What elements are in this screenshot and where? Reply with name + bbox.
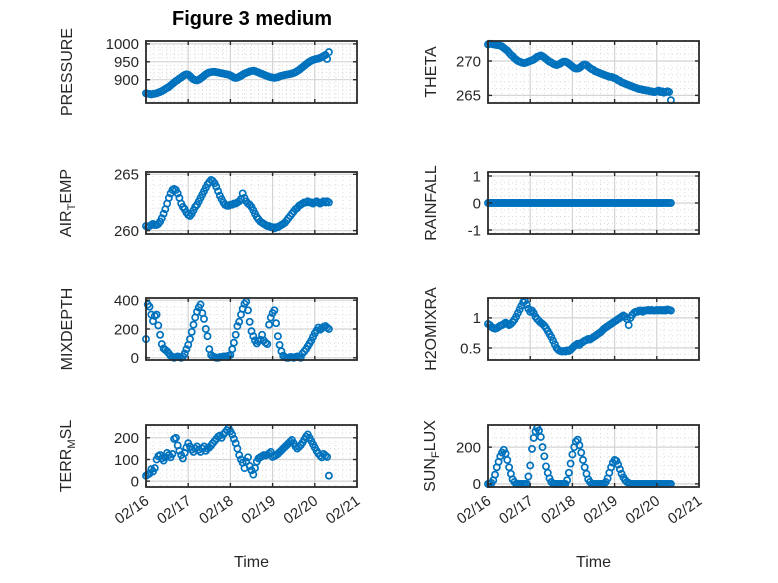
ylabel-theta: THETA: [423, 46, 440, 98]
y-tick-label: 270: [456, 53, 481, 70]
y-tick-label: 260: [114, 223, 139, 240]
axis-ticks: [145, 172, 358, 234]
x-tick-label: 02/21: [323, 492, 364, 527]
scatter-rainfall: [484, 199, 675, 207]
y-tick-label: -1: [468, 222, 481, 239]
subplot-mixdepth: 0 200 400: [114, 292, 358, 367]
axis-ticks: [487, 425, 700, 487]
x-tick-label: 02/17: [154, 492, 195, 527]
y-tick-label: 200: [456, 439, 481, 456]
y-tick-label: 200: [114, 430, 139, 447]
axis-ticks: [487, 41, 700, 103]
subplot-terr-msl: 0 100 200 02/16 02/17 02/18 02/19 02/20 02/21: [112, 424, 364, 528]
xlabel-time-left: Time: [234, 554, 269, 571]
scatter-terr-msl: [142, 424, 333, 480]
y-tick-label: 100: [114, 452, 139, 469]
ylabel-rainfall: RAINFALL: [423, 165, 440, 241]
x-tick-label: 02/20: [281, 492, 322, 527]
y-tick-label: 0: [131, 350, 139, 367]
x-tick-label: 02/18: [196, 492, 237, 527]
y-tick-label: 1000: [106, 36, 139, 53]
y-tick-label: 900: [114, 72, 139, 89]
subplot-rainfall: -1 0 1: [468, 168, 700, 239]
ylabel-sun-flux: SUNFLUX: [421, 420, 443, 492]
axis-ticks: [487, 298, 700, 360]
x-tick-label: 02/17: [496, 492, 537, 527]
y-tick-label: 950: [114, 54, 139, 71]
scatter-air-temp: [142, 175, 333, 233]
subplot-sun-flux: 0 200 02/16 02/17 02/18 02/19 02/20 02/21: [454, 423, 706, 528]
scatter-pressure: [142, 48, 333, 99]
subplot-air-temp: 260 265: [114, 167, 358, 240]
axis-ticks: [145, 425, 358, 487]
y-tick-label: 265: [456, 88, 481, 105]
x-tick-label: 02/18: [538, 492, 579, 527]
figure-title: Figure 3 medium: [171, 8, 333, 30]
ylabel-air-temp: AIRTEMP: [57, 168, 79, 238]
scatter-theta: [484, 39, 675, 105]
x-tick-label: 02/20: [623, 492, 664, 527]
major-grid: [146, 425, 357, 487]
x-tick-label: 02/19: [238, 492, 279, 527]
subplot-theta: 265 270: [456, 39, 700, 105]
y-tick-label: 200: [114, 321, 139, 338]
x-tick-label: 02/19: [580, 492, 621, 527]
scatter-h2omixra: [484, 297, 675, 356]
ylabel-pressure: PRESSURE: [59, 27, 76, 117]
axis-ticks: [145, 298, 358, 360]
major-grid: [146, 172, 357, 234]
y-tick-label: 0: [473, 195, 481, 212]
y-tick-label: 0: [131, 473, 139, 490]
axis-ticks: [145, 41, 358, 103]
ylabel-terr-msl: TERRMSL: [57, 419, 79, 493]
xlabel-time-right: Time: [576, 554, 611, 571]
subplot-h2omixra: 0.51: [460, 297, 700, 361]
y-tick-label: 265: [114, 167, 139, 184]
y-tick-label: 400: [114, 292, 139, 309]
y-tick-label: 0.5: [460, 340, 481, 357]
ylabel-mixdepth: MIXDEPTH: [59, 287, 76, 371]
x-tick-label: 02/16: [112, 492, 153, 527]
x-tick-label: 02/21: [665, 492, 706, 527]
ylabel-h2omixra: H2OMIXRA: [423, 287, 440, 371]
x-tick-label: 02/16: [454, 492, 495, 527]
y-tick-label: 0: [473, 476, 481, 493]
y-tick-label: 1: [473, 310, 481, 327]
y-tick-label: 1: [473, 168, 481, 185]
axis-ticks: [487, 172, 700, 234]
